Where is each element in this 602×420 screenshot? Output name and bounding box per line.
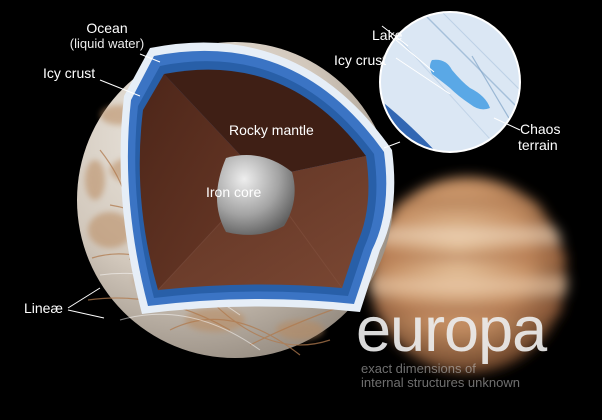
ocean-label: Ocean (liquid water) <box>62 20 152 52</box>
inset-icy-crust-label: Icy crust <box>334 52 387 68</box>
ocean-label-title: Ocean <box>86 20 128 36</box>
callout-lines <box>67 25 521 319</box>
icy-crust-label: Icy crust <box>43 65 96 81</box>
lake-label: Lake <box>372 27 403 43</box>
iron-core <box>217 155 295 235</box>
note-line-2: internal structures unknown <box>361 375 520 390</box>
cutaway <box>120 42 395 314</box>
ocean-label-subtitle: (liquid water) <box>69 36 145 51</box>
note-line-1: exact dimensions of <box>361 361 476 376</box>
rocky-mantle-label: Rocky mantle <box>229 122 314 138</box>
iron-core-label: Iron core <box>206 184 262 200</box>
europa-title: europa <box>356 295 547 365</box>
jupiter <box>368 177 568 373</box>
inset-magnifier <box>379 11 521 153</box>
chaos-label: Chaos <box>520 121 561 137</box>
terrain-label: terrain <box>518 137 558 153</box>
lineae-label: Lineæ <box>24 300 63 316</box>
